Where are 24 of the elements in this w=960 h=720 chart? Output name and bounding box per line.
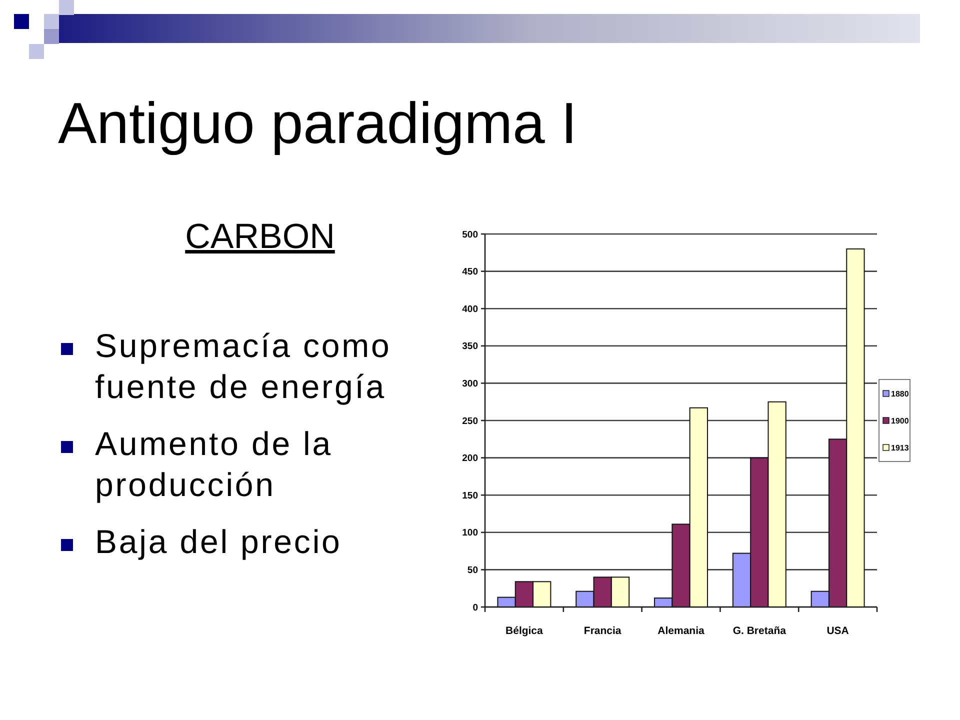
y-tick-label: 250	[462, 416, 478, 427]
legend-label: 1900	[891, 416, 910, 426]
x-tick-label: Alemania	[658, 625, 705, 637]
y-tick-label: 350	[462, 341, 478, 352]
text: Aumento de la producción	[95, 425, 333, 503]
y-tick-label: 500	[462, 229, 478, 240]
x-tick-label: Francia	[584, 625, 622, 637]
x-tick-label: USA	[826, 625, 850, 637]
x-tick-label: Bélgica	[506, 625, 544, 637]
x-tick-label: G. Bretaña	[732, 625, 786, 637]
chart-subtitle: CARBON	[185, 217, 335, 256]
y-tick-label: 450	[462, 266, 478, 278]
y-tick-label: 100	[462, 528, 478, 539]
y-tick-label: 0	[472, 602, 478, 614]
y-tick-label: 300	[462, 378, 478, 390]
y-tick-label: 150	[462, 490, 478, 502]
y-tick-label: 400	[462, 304, 478, 315]
legend-label: 1880	[891, 389, 910, 398]
text: Supremacía como fuente de energía	[95, 327, 392, 405]
chart-title: Antiguo paradigma I	[58, 91, 578, 156]
y-tick-label: 50	[467, 565, 478, 576]
text: Baja del precio	[95, 523, 342, 560]
y-tick-label: 200	[462, 453, 478, 464]
legend-label: 1913	[891, 443, 910, 452]
